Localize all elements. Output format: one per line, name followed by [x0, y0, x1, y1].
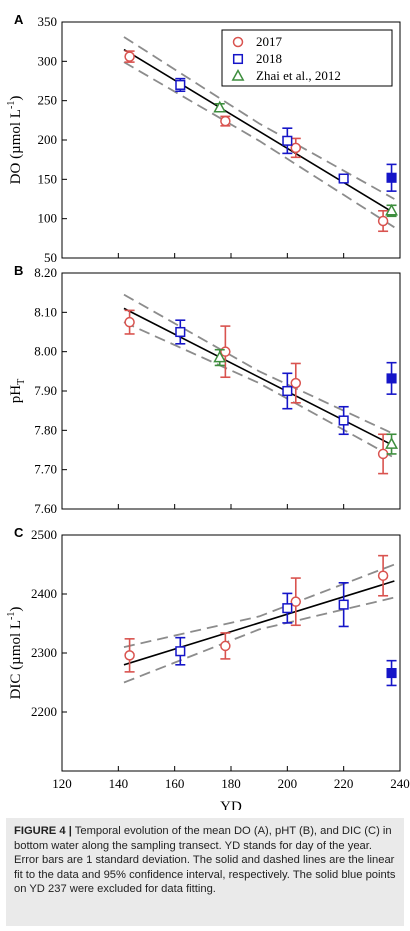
- legend: 2017 2018 Zhai et al., 2012: [221, 29, 393, 87]
- y-tick-label: 350: [38, 14, 58, 29]
- data-point-square: [282, 135, 293, 146]
- y-axis-label-superscript: -1: [6, 101, 17, 109]
- data-point-square: [175, 646, 186, 657]
- x-tick-label: 240: [390, 776, 410, 791]
- data-point-circle: [377, 570, 389, 581]
- x-tick-label: 120: [52, 776, 72, 791]
- panel-letter: A: [14, 12, 24, 27]
- x-tick-label: 220: [334, 776, 354, 791]
- y-axis-label: pHT: [8, 379, 27, 403]
- data-point-circle: [377, 215, 389, 227]
- y-axis-label-main: pH: [8, 385, 24, 404]
- data-point-circle: [290, 377, 302, 389]
- data-point-circle: [124, 316, 135, 328]
- data-point-square: [338, 599, 349, 610]
- panel-letter: C: [14, 525, 24, 540]
- y-tick-label: 2200: [31, 704, 57, 719]
- y-axis-label-end: ): [8, 607, 24, 612]
- excluded-data-point: [386, 668, 397, 679]
- x-tick-label: 160: [165, 776, 185, 791]
- y-axis-label-main: DO (µmol L: [8, 109, 24, 184]
- y-tick-label: 7.80: [34, 422, 57, 437]
- caption-fig-label: FIGURE 4 |: [14, 825, 72, 837]
- ci-lower-line: [123, 596, 395, 684]
- data-point-circle: [220, 640, 231, 652]
- ci-upper-line: [123, 293, 395, 436]
- ci-lower-line: [123, 61, 395, 229]
- y-tick-label: 8.20: [34, 265, 57, 280]
- data-point-square: [175, 326, 186, 338]
- linear-fit-line: [123, 48, 395, 214]
- ci-upper-line: [123, 563, 395, 648]
- y-tick-label: 100: [38, 211, 58, 226]
- legend-label: 2018: [256, 51, 282, 66]
- legend-box: [221, 29, 393, 87]
- y-tick-label: 8.10: [34, 304, 57, 319]
- ci-lower-line: [123, 321, 395, 459]
- linear-fit-line: [123, 307, 395, 447]
- x-tick-label: 180: [221, 776, 241, 791]
- y-tick-label: 7.90: [34, 383, 57, 398]
- data-point-circle: [290, 142, 302, 154]
- data-point-triangle: [385, 203, 399, 216]
- y-tick-label: 7.60: [34, 501, 57, 516]
- data-point-triangle: [213, 100, 227, 113]
- data-point-circle: [220, 346, 231, 357]
- panel-c: 2200 2300 2400 2500 120 140 160 180 200 220 240 YD C…: [6, 525, 410, 810]
- data-point-circle: [290, 596, 302, 607]
- y-axis-label: DIC (µmol L-1): [6, 607, 24, 700]
- y-axis-label-subscript: T: [16, 379, 27, 385]
- data-point-square: [175, 79, 186, 90]
- data-point-circle: [220, 115, 231, 127]
- y-tick-label: 150: [38, 171, 58, 186]
- y-tick-label: 300: [38, 53, 58, 68]
- panel-letter: B: [14, 263, 23, 278]
- x-tick-label: 140: [109, 776, 129, 791]
- plot-frame: [61, 272, 401, 510]
- plot-frame: [61, 534, 401, 772]
- y-tick-label: 2400: [31, 586, 57, 601]
- data-point-circle: [124, 51, 135, 62]
- y-tick-label: 50: [44, 250, 57, 265]
- data-point-square: [338, 415, 349, 426]
- legend-label: 2017: [256, 34, 283, 49]
- y-tick-label: 2500: [31, 527, 57, 542]
- legend-marker-square: [232, 53, 244, 65]
- figure-caption: FIGURE 4 | Temporal evolution of the mea…: [6, 818, 404, 926]
- y-axis-label: DO (µmol L-1): [6, 96, 24, 185]
- y-tick-label: 250: [38, 93, 58, 108]
- excluded-data-point: [386, 373, 397, 384]
- legend-label: Zhai et al., 2012: [256, 68, 341, 83]
- y-axis-label-main: DIC (µmol L: [8, 620, 24, 699]
- data-point-triangle: [213, 350, 227, 363]
- y-tick-label: 7.70: [34, 462, 57, 477]
- excluded-data-point: [386, 172, 397, 183]
- x-axis-label: YD: [220, 799, 242, 810]
- y-tick-label: 2300: [31, 645, 57, 660]
- y-axis-label-end: ): [8, 96, 24, 101]
- x-tick-label: 200: [278, 776, 298, 791]
- y-axis-label-superscript: -1: [6, 612, 17, 620]
- data-point-circle: [377, 448, 389, 460]
- ci-upper-line: [123, 36, 395, 200]
- y-tick-label: 200: [38, 132, 58, 147]
- legend-marker-triangle: [231, 68, 245, 81]
- y-tick-label: 8.00: [34, 344, 57, 359]
- data-point-square: [338, 173, 349, 184]
- data-point-triangle: [385, 437, 399, 449]
- linear-fit-line: [123, 580, 395, 666]
- caption-text: Temporal evolution of the mean DO (A), p…: [14, 825, 396, 896]
- legend-marker-circle: [232, 36, 244, 48]
- data-point-square: [282, 603, 293, 614]
- data-point-circle: [124, 650, 135, 661]
- data-point-square: [282, 385, 293, 397]
